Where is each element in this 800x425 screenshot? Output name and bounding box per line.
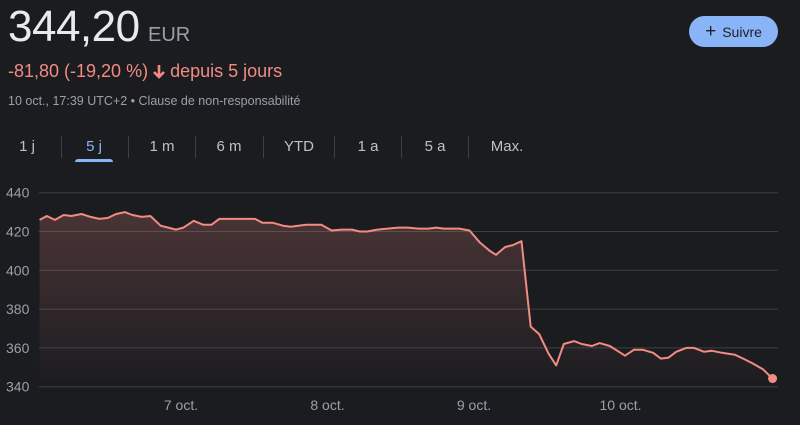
current-price: 344,20 — [8, 2, 140, 51]
y-tick-label: 340 — [6, 379, 30, 395]
y-tick-label: 420 — [6, 224, 30, 240]
change-value: -81,80 (-19,20 %) — [8, 61, 149, 81]
range-tabs: 1 j 5 j 1 m 6 m YTD 1 a 5 a Max. — [0, 133, 560, 163]
follow-button[interactable]: + Suivre — [689, 16, 778, 47]
y-tick-label: 400 — [6, 262, 30, 278]
tab-divider — [128, 136, 129, 158]
plus-icon: + — [705, 21, 717, 42]
price-area — [39, 212, 773, 387]
tab-5a[interactable]: 5 a — [424, 138, 446, 155]
y-tick-label: 380 — [6, 301, 30, 317]
arrow-down-icon — [153, 64, 165, 79]
x-tick-label: 8 oct. — [310, 397, 344, 413]
tab-divider — [334, 136, 335, 158]
tab-divider — [401, 136, 402, 158]
tab-ytd[interactable]: YTD — [284, 138, 314, 155]
y-tick-label: 440 — [6, 185, 30, 201]
tab-max[interactable]: Max. — [490, 138, 524, 155]
timestamp: 10 oct., 17:39 UTC+2 — [8, 94, 128, 108]
last-price-marker — [768, 374, 778, 384]
y-tick-label: 360 — [6, 340, 30, 356]
tab-1m[interactable]: 1 m — [149, 138, 175, 155]
tab-divider — [61, 136, 62, 158]
x-tick-label: 9 oct. — [457, 397, 491, 413]
price-line — [39, 211, 774, 380]
change-period: depuis 5 jours — [170, 61, 283, 81]
tab-divider — [195, 136, 196, 158]
tab-1j[interactable]: 1 j — [19, 138, 35, 155]
tab-5j[interactable]: 5 j — [86, 138, 102, 155]
tab-6m[interactable]: 6 m — [216, 138, 242, 155]
active-tab-indicator — [75, 159, 113, 162]
currency: EUR — [148, 24, 191, 46]
price-change: -81,80 (-19,20 %) depuis 5 jours — [8, 61, 282, 82]
follow-label: Suivre — [722, 23, 762, 40]
quote-meta: 10 oct., 17:39 UTC+2 • Clause de non-res… — [8, 94, 300, 108]
separator: • — [130, 94, 136, 108]
tab-divider — [263, 136, 264, 158]
disclaimer-link[interactable]: Clause de non-responsabilité — [138, 94, 301, 108]
x-tick-label: 7 oct. — [164, 397, 198, 413]
x-tick-label: 10 oct. — [599, 397, 641, 413]
tab-divider — [468, 136, 469, 158]
tab-1a[interactable]: 1 a — [357, 138, 379, 155]
